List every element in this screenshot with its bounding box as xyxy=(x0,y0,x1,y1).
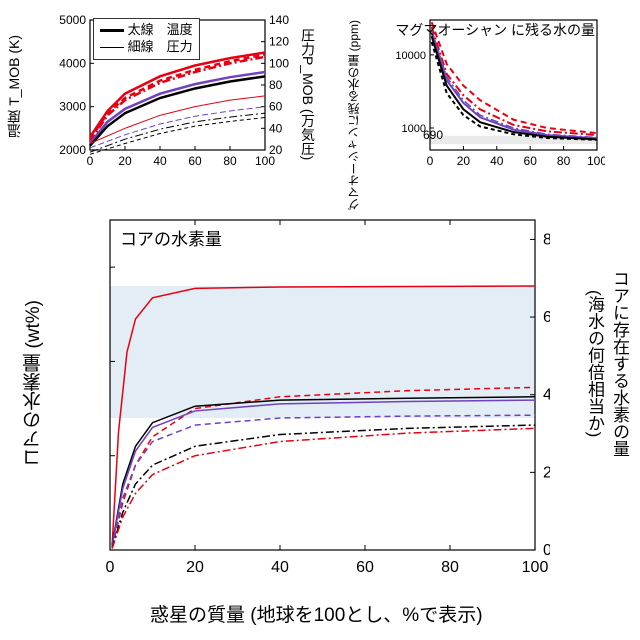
svg-text:20: 20 xyxy=(118,154,132,168)
svg-text:2000: 2000 xyxy=(59,143,86,157)
svg-text:80: 80 xyxy=(223,154,237,168)
svg-text:5000: 5000 xyxy=(59,15,86,27)
svg-text:0: 0 xyxy=(87,154,94,168)
svg-text:20: 20 xyxy=(186,559,204,576)
svg-text:60: 60 xyxy=(543,309,550,326)
svg-text:120: 120 xyxy=(269,35,289,49)
svg-text:60: 60 xyxy=(356,559,374,576)
svg-text:10000: 10000 xyxy=(395,50,426,62)
bottom-svg: 0204060801000.00.20.40.6020406080 xyxy=(95,210,550,580)
tl-ylabel-right: 圧力P_MOB (万気圧) xyxy=(298,28,318,160)
top-left-chart: 0204060801002000300040005000204060801001… xyxy=(55,15,295,170)
svg-text:100: 100 xyxy=(269,56,289,70)
svg-text:0: 0 xyxy=(427,154,434,168)
svg-text:100: 100 xyxy=(587,154,605,168)
tr-ylabel: マグマオーシャンに残る水の量 (ppm) xyxy=(345,20,362,223)
b-xlabel: 惑星の質量 (地球を100とし、%で表示) xyxy=(150,600,483,627)
top-right-chart: 020406080100100010000 マグマオーシャン に残る水の量 69… xyxy=(395,15,605,170)
tr-title: マグマオーシャン に残る水の量 xyxy=(395,21,595,39)
svg-text:40: 40 xyxy=(490,154,504,168)
svg-text:20: 20 xyxy=(457,154,471,168)
tl-legend: 太線 温度 細線 圧力 xyxy=(93,18,200,60)
legend-thick-label: 太線 温度 xyxy=(128,22,193,37)
svg-text:40: 40 xyxy=(543,387,550,404)
legend-thin-label: 細線 圧力 xyxy=(128,39,193,54)
svg-text:80: 80 xyxy=(543,231,550,248)
tl-ylabel-left: 温度 T_MOB (K) xyxy=(4,35,24,138)
b-ylabel-right: コアに存在する水素の量 (海水の何倍相当か) xyxy=(582,270,632,457)
svg-text:20: 20 xyxy=(269,143,283,157)
svg-text:0: 0 xyxy=(106,559,115,576)
tr-annotation: 690 xyxy=(423,128,443,142)
svg-text:4000: 4000 xyxy=(59,56,86,70)
svg-text:0: 0 xyxy=(543,542,550,559)
svg-text:40: 40 xyxy=(153,154,167,168)
svg-text:80: 80 xyxy=(557,154,571,168)
svg-text:60: 60 xyxy=(524,154,538,168)
svg-text:80: 80 xyxy=(269,78,283,92)
svg-text:40: 40 xyxy=(271,559,289,576)
bottom-chart: 0204060801000.00.20.40.6020406080 コアの水素量 xyxy=(95,210,550,580)
svg-text:100: 100 xyxy=(522,559,549,576)
svg-text:80: 80 xyxy=(441,559,459,576)
b-ylabel-left: コアの水素量 (wt%) xyxy=(20,300,47,468)
svg-text:60: 60 xyxy=(269,100,283,114)
svg-text:140: 140 xyxy=(269,15,289,27)
svg-text:20: 20 xyxy=(543,464,550,481)
svg-text:40: 40 xyxy=(269,121,283,135)
bottom-title: コアの水素量 xyxy=(120,225,222,250)
svg-text:3000: 3000 xyxy=(59,100,86,114)
svg-text:60: 60 xyxy=(188,154,202,168)
